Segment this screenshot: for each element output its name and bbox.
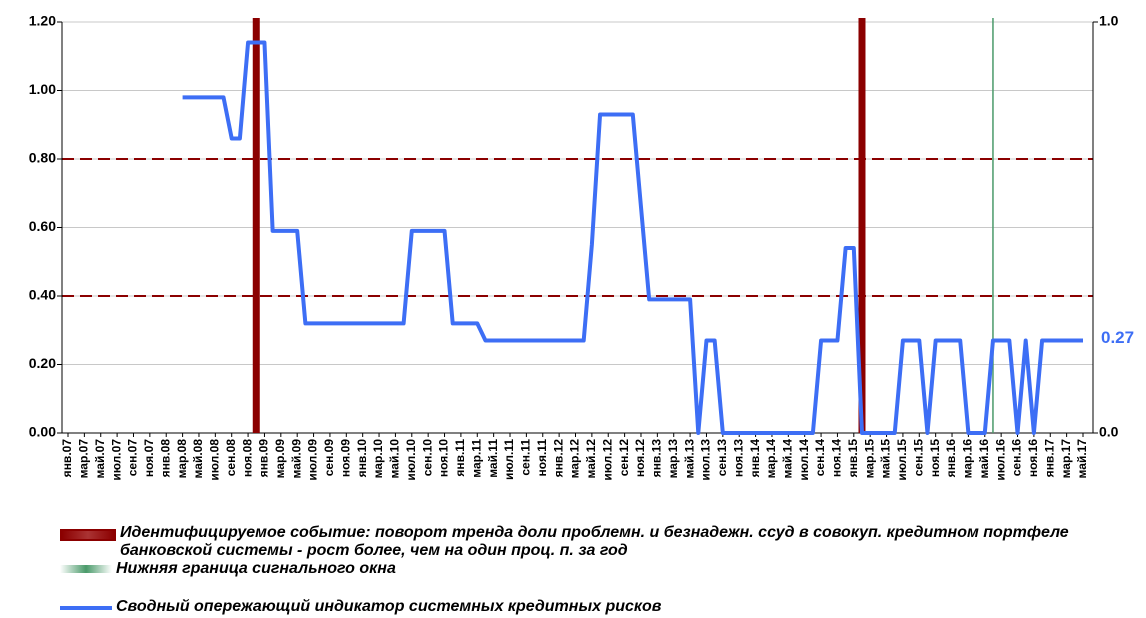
x-tick-label: май.09: [289, 439, 303, 479]
x-tick-label: сен.11: [519, 439, 533, 476]
y-tick-label: 1.00: [29, 81, 56, 97]
x-tick-label: янв.17: [1042, 439, 1056, 478]
y-tick-label: 0.00: [29, 424, 56, 440]
x-tick-label: май.07: [93, 439, 107, 479]
x-tick-label: июл.08: [208, 439, 222, 481]
x-tick-label: июл.13: [699, 439, 713, 481]
end-value-label: 0.27: [1101, 328, 1134, 347]
x-tick-label: мар.08: [175, 439, 189, 479]
x-tick-label: июл.14: [797, 439, 811, 481]
legend-item: Сводный опережающий индикатор системных …: [60, 598, 1120, 616]
x-tick-label: сен.16: [1010, 439, 1024, 477]
x-tick-label: сен.12: [617, 439, 631, 477]
x-tick-label: ноя.16: [1026, 439, 1040, 477]
x-tick-label: сен.14: [813, 439, 827, 477]
y-tick-label: 0.80: [29, 150, 56, 166]
x-tick-label: янв.08: [158, 439, 172, 478]
y-tick-label: 0.40: [29, 287, 56, 303]
x-tick-label: июл.07: [109, 439, 123, 481]
x-tick-label: сен.13: [715, 439, 729, 477]
y-tick-label: 0.20: [29, 355, 56, 371]
x-tick-label: май.14: [780, 439, 794, 479]
x-tick-label: мар.12: [568, 439, 582, 479]
x-tick-label: июл.16: [993, 439, 1007, 481]
x-tick-label: ноя.11: [535, 439, 549, 477]
x-tick-label: июл.15: [895, 439, 909, 481]
x-tick-label: ноя.14: [830, 439, 844, 477]
x-tick-label: июл.10: [404, 439, 418, 481]
x-tick-label: мар.07: [77, 439, 91, 479]
y2-tick-label: 1.0: [1099, 13, 1119, 29]
x-tick-label: май.16: [977, 439, 991, 479]
x-tick-label: ноя.09: [338, 439, 352, 477]
x-tick-label: ноя.13: [731, 439, 745, 477]
x-tick-label: янв.12: [551, 439, 565, 478]
x-tick-label: май.13: [682, 439, 696, 479]
y-tick-label: 0.60: [29, 218, 56, 234]
x-tick-label: ноя.15: [928, 439, 942, 477]
legend-text: Идентифицируемое событие: поворот тренда…: [120, 524, 1069, 559]
x-tick-label: сен.08: [224, 439, 238, 477]
x-tick-label: май.17: [1075, 439, 1089, 479]
legend-icon: [60, 565, 112, 573]
x-tick-label: июл.11: [502, 439, 516, 480]
legend-icon: [60, 606, 112, 610]
x-tick-label: янв.13: [650, 439, 664, 478]
x-tick-label: май.12: [584, 439, 598, 479]
x-tick-label: май.11: [486, 439, 500, 478]
legend-icon: [60, 529, 116, 541]
x-tick-label: июл.09: [306, 439, 320, 481]
x-tick-label: янв.07: [60, 439, 74, 478]
x-tick-label: май.08: [191, 439, 205, 479]
x-tick-label: янв.10: [355, 439, 369, 478]
chart: 0.00 0.20 0.40 0.60 0.80 1.00 1.20 0.0 1.0 янв.07…: [29, 13, 1134, 481]
x-tick-label: ноя.12: [633, 439, 647, 477]
x-tick-label: мар.15: [862, 439, 876, 479]
x-tick-label: ноя.07: [142, 439, 156, 477]
legend-text: Сводный опережающий индикатор системных …: [116, 598, 662, 615]
y-tick-label: 1.20: [29, 13, 56, 29]
x-tick-label: ноя.10: [437, 439, 451, 477]
x-tick-label: янв.16: [944, 439, 958, 478]
x-tick-label: янв.11: [453, 439, 467, 477]
x-tick-label: янв.14: [748, 439, 762, 478]
x-tick-label: сен.09: [322, 439, 336, 477]
x-tick-label: янв.15: [846, 439, 860, 478]
x-tick-label: июл.12: [600, 439, 614, 481]
x-tick-label: май.10: [388, 439, 402, 479]
x-tick-label: сен.07: [126, 439, 140, 477]
series-line: [182, 40, 1083, 435]
x-tick-label: сен.15: [911, 439, 925, 477]
legend-text: Нижняя граница сигнального окна: [116, 560, 396, 577]
x-tick-label: мар.14: [764, 439, 778, 479]
x-tick-label: сен.10: [420, 439, 434, 477]
legend-item: Идентифицируемое событие: поворот тренда…: [60, 524, 1120, 560]
x-tick-label: янв.09: [257, 439, 271, 478]
x-tick-label: мар.09: [273, 439, 287, 479]
x-tick-label: мар.10: [371, 439, 385, 479]
x-tick-label: мар.13: [666, 439, 680, 479]
x-tick-label: ноя.08: [240, 439, 254, 477]
x-tick-label: май.15: [879, 439, 893, 479]
x-tick-label: мар.17: [1059, 439, 1073, 479]
y2-tick-label: 0.0: [1099, 424, 1119, 440]
x-tick-label: мар.16: [961, 439, 975, 479]
x-tick-label: мар.11: [469, 439, 483, 478]
legend-item: Нижняя граница сигнального окна: [60, 560, 1120, 578]
